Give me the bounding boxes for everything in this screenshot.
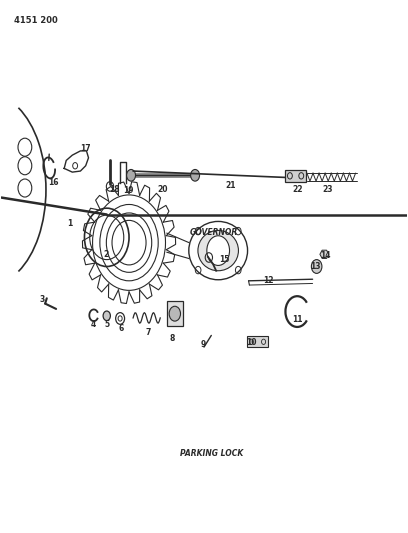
Bar: [167, 301, 183, 326]
Text: 18: 18: [109, 184, 120, 193]
Text: 17: 17: [80, 144, 91, 153]
Bar: [285, 170, 306, 182]
Text: 15: 15: [219, 255, 229, 264]
Text: 8: 8: [170, 334, 175, 343]
Circle shape: [126, 169, 135, 181]
Text: 13: 13: [310, 262, 321, 271]
Circle shape: [103, 311, 111, 320]
Text: 12: 12: [264, 276, 274, 285]
Text: 11: 11: [292, 315, 302, 324]
Text: 14: 14: [320, 252, 331, 261]
Text: 22: 22: [292, 184, 302, 193]
Text: 4151 200: 4151 200: [13, 16, 57, 25]
Text: 6: 6: [118, 324, 124, 333]
Circle shape: [169, 306, 180, 321]
Text: 20: 20: [157, 184, 168, 193]
Text: 16: 16: [48, 178, 58, 187]
Circle shape: [311, 260, 322, 273]
Text: 1: 1: [67, 219, 72, 228]
Text: PARKING LOCK: PARKING LOCK: [180, 449, 244, 458]
Ellipse shape: [198, 230, 238, 271]
Text: 4: 4: [91, 320, 96, 329]
Text: GOVERNOR: GOVERNOR: [190, 228, 238, 237]
Text: 2: 2: [103, 251, 109, 260]
Bar: [247, 336, 268, 347]
Polygon shape: [320, 250, 329, 259]
Text: 10: 10: [246, 338, 257, 348]
Circle shape: [207, 236, 230, 265]
Text: 5: 5: [104, 320, 110, 329]
Text: 7: 7: [145, 328, 151, 337]
Text: 3: 3: [39, 295, 44, 304]
Text: 21: 21: [225, 181, 235, 190]
Circle shape: [191, 169, 200, 181]
Text: 19: 19: [123, 186, 133, 195]
Text: 9: 9: [201, 341, 206, 350]
Text: 23: 23: [322, 184, 333, 193]
